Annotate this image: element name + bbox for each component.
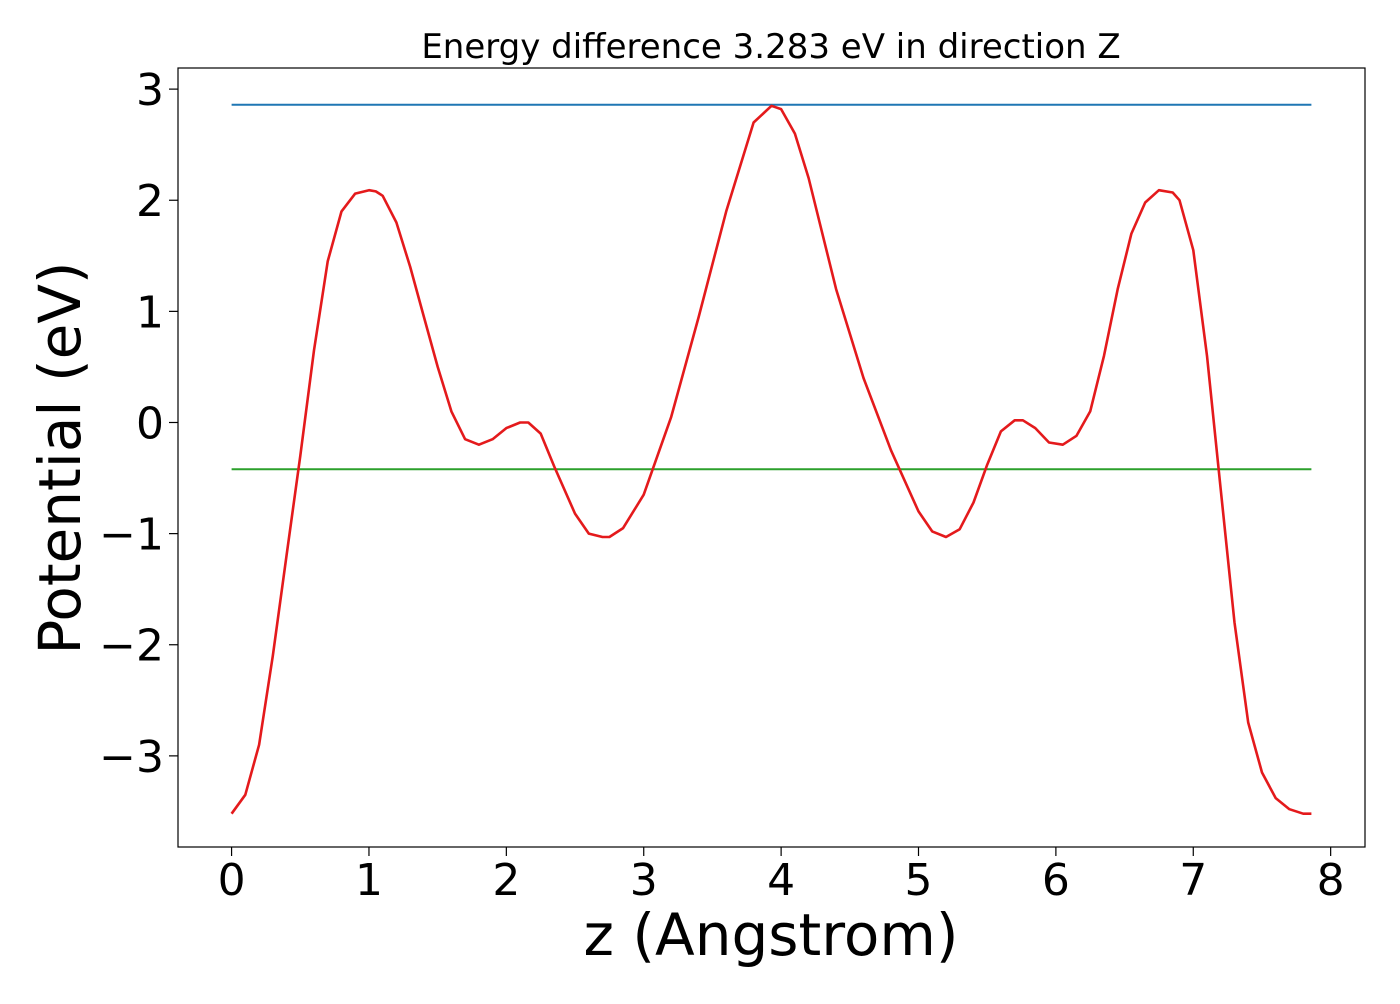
x-tick-label: 2 bbox=[492, 855, 520, 906]
x-tick-label: 5 bbox=[905, 855, 933, 906]
y-tick-label: 3 bbox=[136, 65, 164, 116]
x-tick-label: 3 bbox=[630, 855, 658, 906]
x-tick-label: 6 bbox=[1042, 855, 1070, 906]
x-tick-label: 0 bbox=[218, 855, 246, 906]
series-line-2 bbox=[230, 104, 1312, 816]
chart-title: Energy difference 3.283 eV in direction … bbox=[421, 27, 1120, 67]
y-tick-label: −1 bbox=[99, 510, 164, 561]
series-layer bbox=[230, 103, 1312, 816]
y-axis-label: Potential (eV) bbox=[26, 261, 94, 654]
x-tick-label: 7 bbox=[1179, 855, 1207, 906]
x-tick-label: 1 bbox=[355, 855, 383, 906]
plot-frame bbox=[177, 67, 1366, 848]
x-axis-ticks: 0 1 2 3 4 5 6 7 8 bbox=[218, 847, 1345, 906]
y-axis-ticks: −3 −2 −1 0 1 2 3 bbox=[99, 65, 178, 783]
x-axis-label: z (Angstrom) bbox=[584, 901, 959, 969]
y-tick-label: −3 bbox=[99, 732, 164, 783]
x-tick-label: 4 bbox=[767, 855, 795, 906]
x-tick-label: 8 bbox=[1317, 855, 1345, 906]
y-tick-label: 0 bbox=[136, 398, 164, 449]
y-tick-label: −2 bbox=[99, 621, 164, 672]
y-tick-label: 2 bbox=[136, 176, 164, 227]
y-tick-label: 1 bbox=[136, 287, 164, 338]
